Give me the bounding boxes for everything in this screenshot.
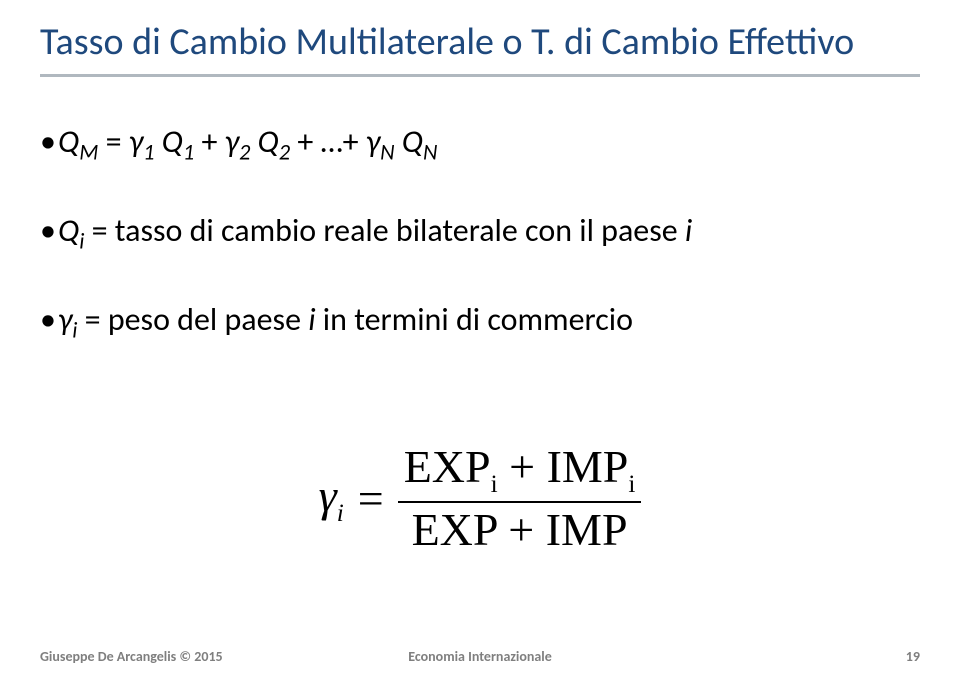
formula-gamma: γi xyxy=(319,469,344,528)
sub-1: 1 xyxy=(143,139,154,166)
i-b2: i xyxy=(685,211,692,250)
title-area: Tasso di Cambio Multilaterale o T. di Ca… xyxy=(40,22,920,64)
denominator: EXP + IMP xyxy=(406,503,634,558)
i-b3: i xyxy=(308,300,315,339)
footer-center: Economia Internazionale xyxy=(0,648,960,665)
plus1: + xyxy=(194,122,224,161)
num-plus: + xyxy=(498,441,547,492)
bullet-3: •γi = peso del paese i in termini di com… xyxy=(40,298,920,347)
num-i2: i xyxy=(628,470,635,498)
footer: Giuseppe De Arcangelis © 2015 Economia I… xyxy=(0,648,960,665)
gamma2: γ xyxy=(225,122,239,161)
var-Qi: Q xyxy=(58,211,79,250)
text-b3a: = peso del paese xyxy=(77,300,308,339)
bullet-dot: • xyxy=(40,120,58,165)
formula: γi = EXPi + IMPi EXP + IMP xyxy=(0,440,960,558)
sub-2: 2 xyxy=(239,139,250,166)
eq: = xyxy=(98,122,128,161)
sub-M: M xyxy=(79,139,98,166)
num-i1: i xyxy=(491,470,498,498)
den-plus: + xyxy=(497,504,546,555)
content-area: •QM = γ1 Q1 + γ2 Q2 + …+ γN QN •Qi = tas… xyxy=(40,120,920,386)
f-gamma-sub: i xyxy=(337,499,344,527)
num-exp: EXP xyxy=(404,441,491,492)
Q2: Q xyxy=(250,122,278,161)
sub-2b: 2 xyxy=(279,139,290,166)
bullet-1: •QM = γ1 Q1 + γ2 Q2 + …+ γN QN xyxy=(40,120,920,169)
fraction: EXPi + IMPi EXP + IMP xyxy=(398,440,642,558)
text-b3b: in termini di commercio xyxy=(316,300,633,339)
den-exp: EXP xyxy=(412,504,497,555)
f-gamma: γ xyxy=(319,470,337,521)
gammaN: γ xyxy=(366,122,380,161)
bullet-2: •Qi = tasso di cambio reale bilaterale c… xyxy=(40,209,920,258)
numerator: EXPi + IMPi xyxy=(398,440,642,501)
den-imp: IMP xyxy=(546,504,628,555)
QN: Q xyxy=(395,122,423,161)
f-eq: = xyxy=(358,472,384,525)
bullet-dot: • xyxy=(40,209,58,254)
num-imp: IMP xyxy=(547,441,629,492)
dots: + …+ xyxy=(290,122,366,161)
sub-N: N xyxy=(380,139,394,166)
sub-Nb: N xyxy=(423,139,437,166)
text-b2: = tasso di cambio reale bilaterale con i… xyxy=(84,211,685,250)
slide: Tasso di Cambio Multilaterale o T. di Ca… xyxy=(0,0,960,673)
sub-1b: 1 xyxy=(183,139,194,166)
title-underline xyxy=(40,74,920,77)
gamma1: γ xyxy=(129,122,143,161)
var-QM: Q xyxy=(58,122,79,161)
Q1: Q xyxy=(154,122,182,161)
page-title: Tasso di Cambio Multilaterale o T. di Ca… xyxy=(40,22,920,64)
gamma-i: γ xyxy=(58,300,72,339)
bullet-dot: • xyxy=(40,298,58,343)
